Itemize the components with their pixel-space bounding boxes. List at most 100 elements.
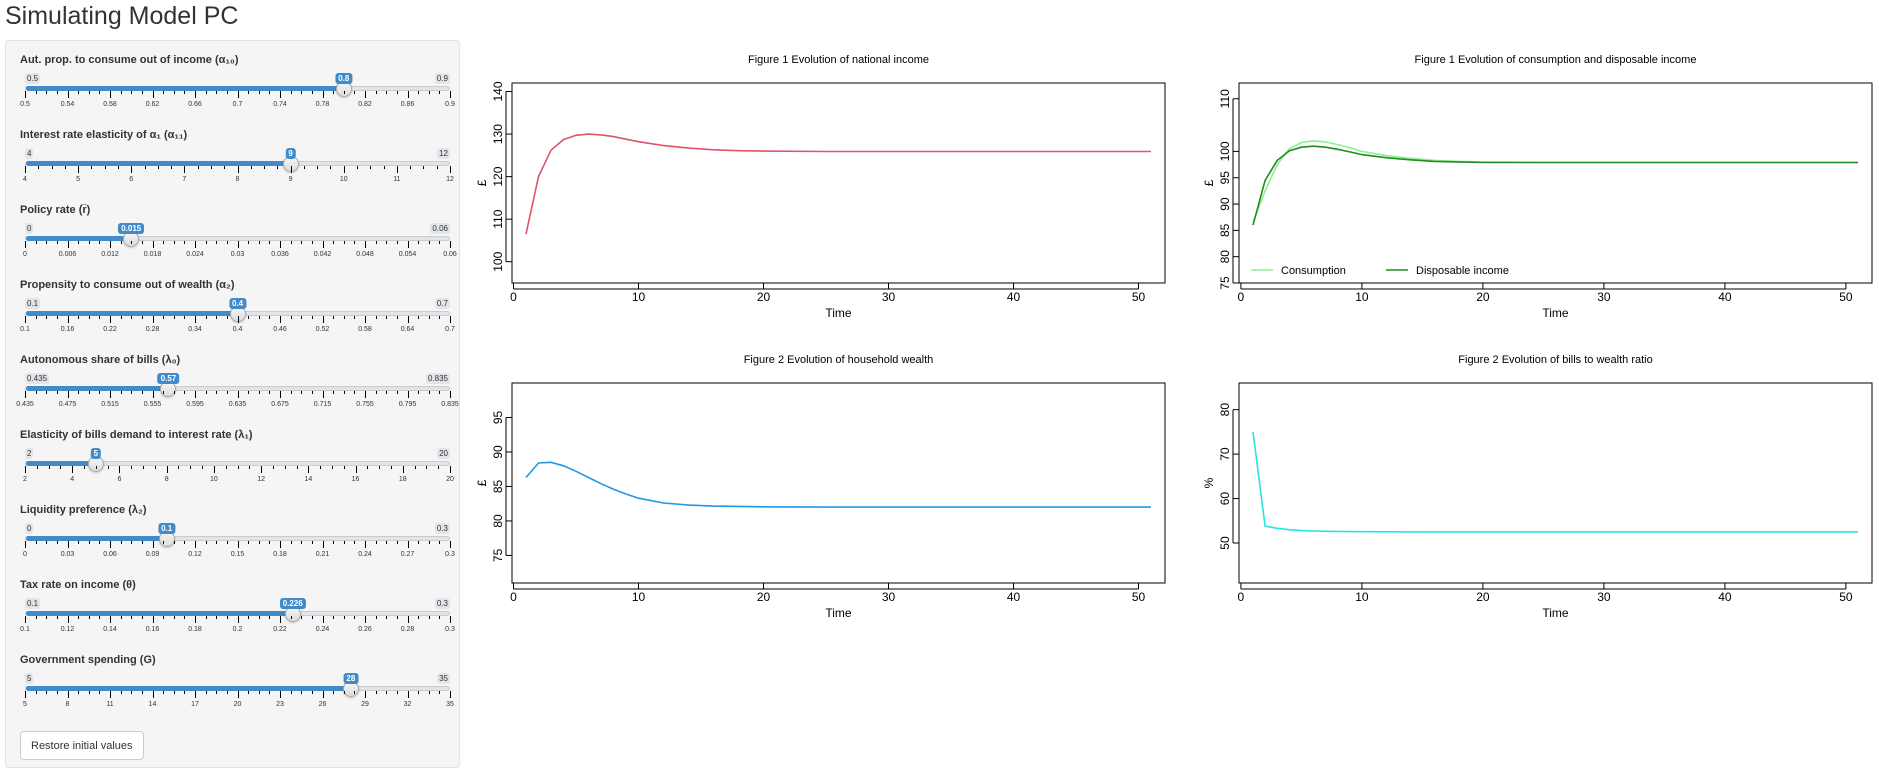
slider-major-tick [407,316,409,323]
slider-track[interactable] [25,86,450,91]
slider-major-tick [396,166,398,173]
slider-track[interactable] [25,161,450,166]
slider-minor-tick [269,241,271,244]
slider-minor-tick [258,391,260,394]
x-tick-label: 30 [882,290,896,304]
slider-5[interactable]: Elasticity of bills demand to interest r… [20,429,454,501]
slider-minor-tick [173,316,175,319]
slider-major-tick [131,166,133,173]
slider-minor-tick [418,391,420,394]
slider-minor-tick [301,391,303,394]
slider-major-tick [280,241,281,248]
slider-minor-tick [418,541,420,544]
slider-minor-tick [343,241,345,244]
slider-major-tick [152,316,154,323]
series-line-0 [1252,140,1858,223]
y-tick-label: 70 [1218,447,1232,461]
slider-minor-tick [320,466,322,469]
slider-6[interactable]: Liquidity preference (λ₂) 0 0.3 0.1 0 0.03 0.0… [20,504,455,576]
slider-minor-tick [333,391,335,394]
slider-minor-tick [56,391,58,394]
plot-frame [511,82,1166,284]
y-tick-label: 95 [491,410,505,424]
slider-4[interactable]: Autonomous share of bills (λ₀) 0.435 0.835… [16,354,459,426]
slider-major-tick [237,91,239,98]
slider-major-tick [322,541,324,548]
slider-major-tick [25,616,26,623]
slider-minor-tick [171,166,173,169]
slider-minor-tick [258,541,260,544]
slider-tick-label: 11 [393,176,401,183]
slider-tick-label: 0.048 [356,251,374,258]
slider-major-tick [450,691,451,698]
y-axis-label: £ [475,179,489,186]
slider-minor-tick [120,316,122,319]
slider-major-tick [322,616,324,623]
slider-minor-tick [144,166,146,169]
x-axis-label: Time [1542,306,1569,320]
slider-tick-label: 0.9 [445,101,455,108]
slider-minor-tick [88,616,90,619]
slider-minor-tick [331,466,333,469]
slider-major-tick [25,466,26,473]
slider-track[interactable] [25,686,450,691]
slider-track[interactable] [25,236,450,241]
slider-minor-tick [258,316,260,319]
restore-initial-values-button[interactable]: Restore initial values [20,731,144,760]
slider-minor-tick [216,91,218,94]
slider-major-tick [365,241,366,248]
slider-track[interactable] [25,611,450,616]
slider-track[interactable] [25,461,450,466]
slider-tick-label: 0.635 [228,401,247,408]
x-tick-label: 0 [510,590,517,604]
chart-title: Figure 1 Evolution of national income [748,54,929,66]
slider-minor-tick [333,541,335,544]
slider-major-tick [67,241,69,248]
slider-minor-tick [46,316,48,319]
slider-track[interactable] [25,536,450,541]
slider-tick-label: 0.21 [315,551,330,558]
slider-tick-label: 0.86 [400,101,415,108]
slider-min-label: 5 [25,673,34,684]
slider-3[interactable]: Propensity to consume out of wealth (α₂)… [20,279,455,351]
y-tick-label: 90 [1218,197,1232,211]
slider-major-tick [110,316,111,323]
slider-major-tick [195,241,196,248]
slider-1[interactable]: Interest rate elasticity of α₁ (α₁₁) 4 12 9… [20,129,454,201]
slider-0[interactable]: Aut. prop. to consume out of income (α₁₀… [20,54,455,126]
slider-major-tick [322,391,324,398]
y-tick-label: 85 [491,479,505,493]
slider-minor-tick [396,241,398,244]
slider-minor-tick [178,466,180,469]
slider-major-tick [343,166,345,173]
slider-minor-tick [375,541,377,544]
slider-minor-tick [296,466,298,469]
slider-track[interactable] [25,386,450,391]
slider-tick-label: 0.46 [273,326,287,333]
slider-tick-label: 0.78 [315,101,330,108]
slider-tick-label: 0.7 [232,101,243,108]
slider-2[interactable]: Policy rate (r̅) 0 0.06 0.015 0 0.006 0.012 0.0… [20,204,457,276]
slider-minor-tick [184,91,186,94]
slider-7[interactable]: Tax rate on income (θ) 0.1 0.3 0.226 0.1 0.12… [20,579,455,651]
slider-minor-tick [333,241,335,244]
slider-minor-tick [375,616,377,619]
slider-major-tick [119,466,121,473]
slider-minor-tick [248,316,250,319]
slider-8[interactable]: Government spending (G) 5 35 28 5 8 11 14 17 20 23… [20,654,454,726]
slider-minor-tick [248,241,250,244]
slider-minor-tick [414,466,416,469]
chart-title: Figure 2 Evolution of bills to wealth ra… [1458,354,1652,366]
slider-minor-tick [163,616,165,619]
slider-tick-label: 4 [23,176,27,183]
slider-minor-tick [386,391,388,394]
slider-tick-label: 0.06 [103,551,117,558]
slider-major-tick [110,616,111,623]
slider-minor-tick [226,541,228,544]
chart-0: Figure 1 Evolution of national income Tim… [475,54,1166,320]
slider-major-tick [365,391,366,398]
slider-minor-tick [56,691,58,694]
slider-max-label: 0.835 [425,373,450,384]
slider-tick-label: 0.58 [358,326,372,333]
x-tick-label: 30 [882,590,896,604]
